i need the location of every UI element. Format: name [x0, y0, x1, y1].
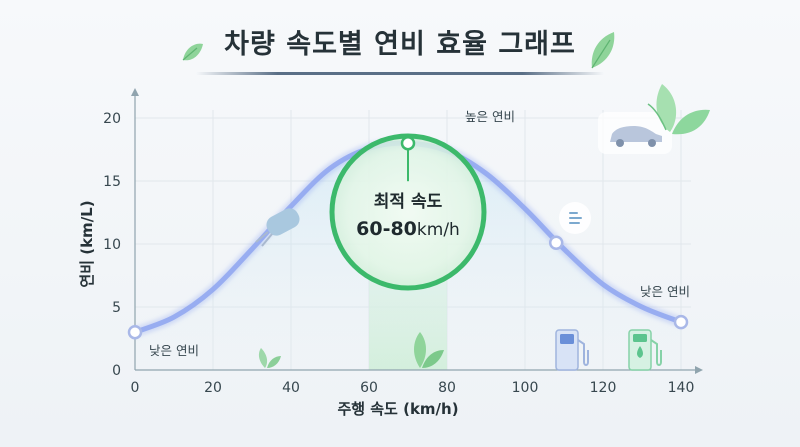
x-tick-label: 80 [438, 380, 456, 396]
leaf-icon [182, 43, 203, 61]
fuel-pump-icon [555, 329, 589, 371]
y-tick-label: 5 [112, 300, 121, 316]
annotation-low-efficiency-left: 낮은 연비 [149, 343, 199, 358]
data-point [127, 324, 143, 340]
y-axis-arrow [131, 88, 139, 96]
chart-title: 차량 속도별 연비 효율 그래프 [224, 29, 576, 60]
x-tick-label: 20 [204, 380, 222, 396]
data-point [548, 235, 564, 250]
optimal-label-range: 60-80km/h [356, 218, 460, 240]
y-axis-title: 연비 (km/L) [78, 200, 96, 287]
y-tick-label: 15 [103, 174, 121, 190]
data-point-markers [127, 135, 689, 340]
x-tick-label: 0 [131, 380, 140, 396]
x-tick-label: 100 [512, 380, 539, 396]
annotation-high-efficiency: 높은 연비 [465, 109, 515, 124]
title-wrap: 차량 속도별 연비 효율 그래프 [0, 22, 800, 61]
data-point [400, 135, 416, 151]
car-icon [610, 126, 662, 147]
x-axis-arrow [695, 366, 703, 374]
car-card-icon [598, 112, 672, 154]
x-tick-label: 140 [668, 380, 695, 396]
data-point [673, 314, 689, 330]
title-underline [196, 72, 604, 75]
ev-charger-icon [628, 329, 662, 371]
y-tick-label: 20 [103, 111, 121, 127]
optimal-label-title: 최적 속도 [374, 192, 443, 212]
y-tick-labels: 0 5 10 15 20 [103, 111, 121, 379]
leaf-icon [414, 332, 444, 368]
optimal-range-value: 60-80 [356, 218, 417, 240]
car-icon [255, 208, 300, 247]
x-tick-label: 40 [282, 380, 300, 396]
y-tick-label: 10 [103, 237, 121, 253]
x-tick-label: 120 [590, 380, 617, 396]
leaf-icon [258, 348, 281, 368]
x-tick-labels: 0 20 40 60 80 100 120 140 [131, 380, 695, 396]
x-tick-label: 60 [360, 380, 378, 396]
menu-icon [559, 202, 591, 234]
annotation-low-efficiency-right: 낮은 연비 [640, 284, 690, 299]
axes [131, 88, 703, 374]
optimal-range-unit: km/h [417, 220, 460, 240]
leaf-icon [591, 32, 615, 69]
y-tick-label: 0 [112, 363, 121, 379]
x-axis-title: 주행 속도 (km/h) [337, 400, 458, 418]
leaf-icon [647, 84, 710, 135]
